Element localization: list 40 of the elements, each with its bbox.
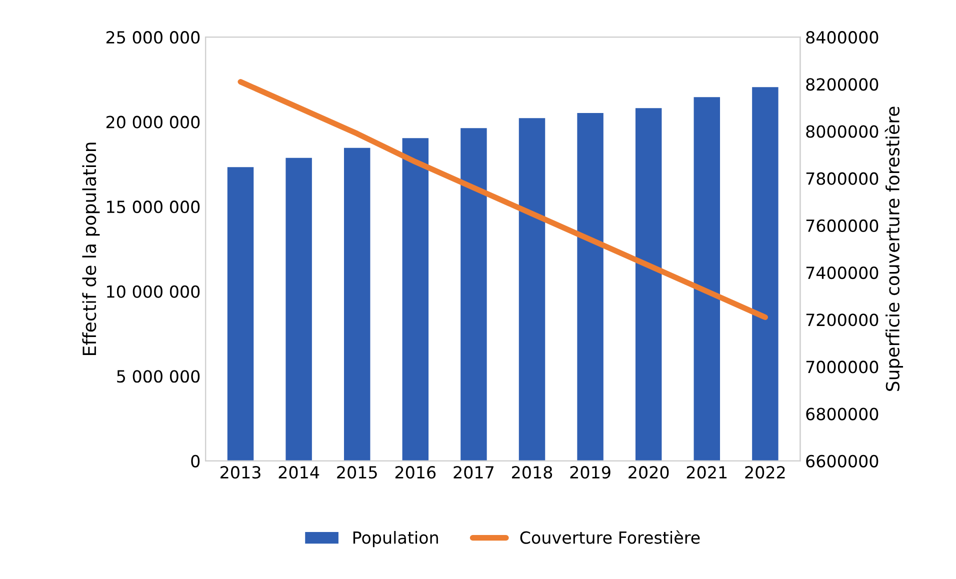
x-tick-label: 2022 — [745, 466, 785, 479]
y-tick-label: 5 000 000 — [117, 370, 200, 383]
y2-tick-label: 8400000 — [806, 31, 878, 44]
bar — [752, 87, 778, 461]
y2-tick-label: 6600000 — [806, 454, 878, 468]
bar — [635, 108, 662, 461]
x-tick-label: 2017 — [454, 466, 494, 479]
y-tick-label: 25 000 000 — [106, 31, 200, 44]
y2-tick-label: 6800000 — [806, 408, 878, 420]
y-tick-label: 20 000 000 — [106, 116, 200, 128]
x-tick-label: 2019 — [570, 466, 610, 479]
x-tick-label: 2016 — [395, 466, 436, 479]
bar — [227, 167, 254, 461]
bar — [518, 118, 546, 461]
y2-tick-label: 7400000 — [806, 266, 878, 280]
y2-tick-label: 7200000 — [806, 314, 878, 326]
x-tick-label: 2018 — [512, 466, 552, 479]
x-tick-label: 2014 — [278, 466, 320, 479]
y-axis-title: Effectif de la population — [82, 142, 100, 355]
y2-tick-label: 8000000 — [806, 125, 878, 138]
x-tick-label: 2015 — [337, 466, 377, 479]
y2-tick-label: 8200000 — [806, 78, 878, 91]
y-tick-label: 15 000 000 — [107, 200, 200, 214]
bar — [286, 158, 312, 461]
bar — [402, 138, 429, 461]
y2-axis-title: Superficie couverture forestière — [884, 106, 904, 391]
y2-tick-label: 7600000 — [806, 219, 878, 232]
y2-tick-label: 7800000 — [806, 172, 878, 185]
x-tick-label: 2020 — [628, 466, 669, 479]
y-tick-label: 10 000 000 — [107, 285, 200, 298]
bar — [694, 97, 720, 461]
legend-label: Population — [353, 530, 438, 548]
legend-label: Couverture Forestière — [520, 530, 700, 544]
x-tick-label: 2021 — [686, 466, 727, 479]
x-tick-label: 2013 — [220, 466, 260, 479]
bar — [460, 128, 487, 461]
y2-tick-label: 7000000 — [806, 360, 878, 374]
bar — [577, 113, 604, 461]
y-tick-label: 0 — [191, 454, 200, 468]
bar — [344, 148, 370, 461]
